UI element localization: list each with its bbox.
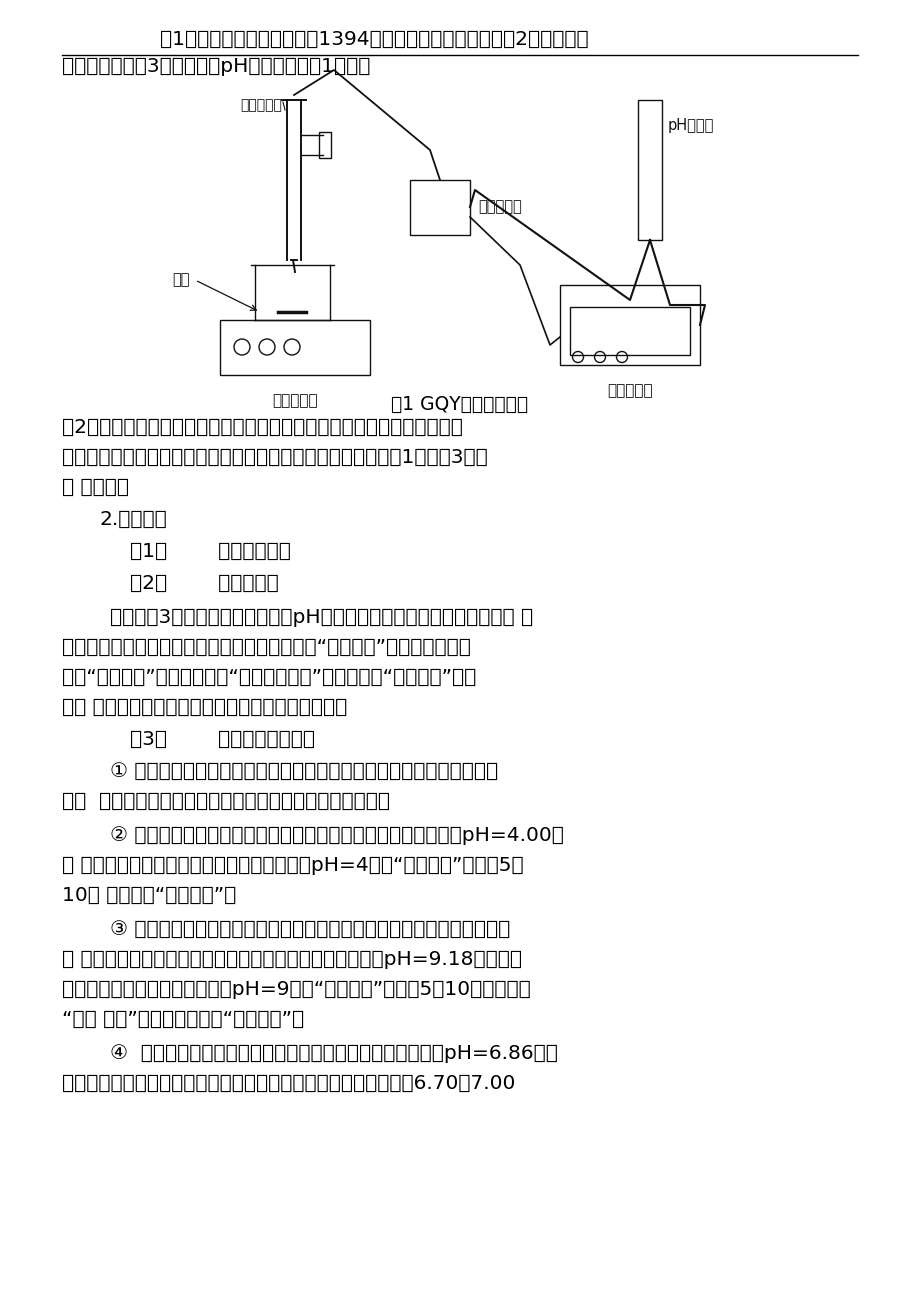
Text: （1）采集器与传感器，使用1394线（传感器连接线）连接：2号接口连接: （1）采集器与传感器，使用1394线（传感器连接线）连接：2号接口连接 [160, 30, 588, 49]
FancyBboxPatch shape [319, 132, 331, 158]
Text: 同 时亮）。: 同 时亮）。 [62, 478, 129, 497]
Text: ② 将电极取出，用滤纸把电极上残留的保护液吸干。将电极放连pH=4.00（: ② 将电极取出，用滤纸把电极上残留的保护液吸干。将电极放连pH=4.00（ [110, 825, 563, 845]
FancyBboxPatch shape [220, 320, 369, 375]
Text: 10秒 后，点击“结束标定”。: 10秒 后，点击“结束标定”。 [62, 885, 236, 905]
Text: 图1 GQY测食醋总酸度: 图1 GQY测食醋总酸度 [391, 395, 528, 414]
Text: 磁子: 磁子 [173, 272, 190, 288]
Text: pH传感器: pH传感器 [667, 118, 713, 133]
Text: 数据采集器: 数据采集器 [607, 383, 652, 398]
Text: （2）        传感器标定: （2） 传感器标定 [130, 574, 278, 592]
Text: 2.设备操作: 2.设备操作 [100, 510, 167, 529]
FancyBboxPatch shape [570, 307, 689, 355]
Text: ④  验证标定：标定完成，进入传感器测量界面，将探头放入pH=6.86（混: ④ 验证标定：标定完成，进入传感器测量界面，将探头放入pH=6.86（混 [110, 1044, 557, 1062]
Text: （3）        标定的操作步骤：: （3） 标定的操作步骤： [130, 730, 314, 749]
Text: 出 来，用滤纸把电极上残留的蒸馏水吸干。稍后将电极放连pH=9.18（四塨酸: 出 来，用滤纸把电极上残留的蒸馏水吸干。稍后将电极放连pH=9.18（四塨酸 [62, 950, 521, 969]
Text: ③ 将电极放在盛有蒸馏水的烧杯内，清洗后把电极从盛蒸馏水的烧杯内拿: ③ 将电极放在盛有蒸馏水的烧杯内，清洗后把电极从盛蒸馏水的烧杯内拿 [110, 921, 510, 939]
Text: 邻 苯二甲酸氢颐）的缓冲液中，点击采集器上pH=4下的“开始标定”按鈗，5～: 邻 苯二甲酸氢颐）的缓冲液中，点击采集器上pH=4下的“开始标定”按鈗，5～ [62, 855, 523, 875]
Text: 里的“探头标定”选项，并点击“探头校准工具”按鈗，点击“建立连接”按鈗: 里的“探头标定”选项，并点击“探头校准工具”按鈗，点击“建立连接”按鈗 [62, 668, 476, 687]
Text: （1）        开启采集器。: （1） 开启采集器。 [130, 542, 290, 561]
FancyBboxPatch shape [560, 285, 699, 365]
Text: 酸式滴定管: 酸式滴定管 [240, 98, 282, 112]
Text: 在采集器3号传感器接口上连接好pH传感器（注意：此时需断开光电门传 感: 在采集器3号传感器接口上连接好pH传感器（注意：此时需断开光电门传 感 [110, 608, 532, 628]
Text: ① 拔开电极上部的橡胶塞，使小孔露出。否则在进行校正时，会产生负: ① 拔开电极上部的橡胶塞，使小孔露出。否则在进行校正时，会产生负 [110, 762, 497, 781]
Text: 鑃）的缓冲液中，点击采集器上pH=9下的“开始标定”按鈗，5～10秒后，点击: 鑃）的缓冲液中，点击采集器上pH=9下的“开始标定”按鈗，5～10秒后，点击 [62, 980, 530, 999]
Text: 光电门传感器，3号接口连接pH传感器，如图1所示：: 光电门传感器，3号接口连接pH传感器，如图1所示： [62, 57, 370, 76]
Text: （点 击后变灰色，显示连接成功，即可开始标定）。: （点 击后变灰色，显示连接成功，即可开始标定）。 [62, 698, 346, 717]
Text: 压，  导致溢液不能正常进行离子交换，使测量数据不准确。: 压， 导致溢液不能正常进行离子交换，使测量数据不准确。 [62, 792, 390, 811]
Text: 合磷酸盐）的溶液中，检测标定是否成功。读数稳定后观察读数在6.70～7.00: 合磷酸盐）的溶液中，检测标定是否成功。读数稳定后观察读数在6.70～7.00 [62, 1074, 515, 1092]
Text: 线（无标记的）接一光电门，调节光电门传感器为计数模式（第1个和第3个灯: 线（无标记的）接一光电门，调节光电门传感器为计数模式（第1个和第3个灯 [62, 448, 487, 467]
Text: 磁力搅拌器: 磁力搅拌器 [272, 393, 317, 408]
FancyBboxPatch shape [410, 180, 470, 234]
Text: 器与数据采集器的连接），开机后，点击右下角“系统设置”，选择系统设定: 器与数据采集器的连接），开机后，点击右下角“系统设置”，选择系统设定 [62, 638, 471, 658]
Text: （2）光电门传感器红色线（或有红色标记的）一端连接液滴计数器，黑色: （2）光电门传感器红色线（或有红色标记的）一端连接液滴计数器，黑色 [62, 418, 462, 437]
Text: “结束 标定”。最后点击一次“写标定値”。: “结束 标定”。最后点击一次“写标定値”。 [62, 1010, 304, 1029]
FancyBboxPatch shape [637, 100, 662, 240]
Text: 液滴计数器: 液滴计数器 [478, 199, 521, 215]
